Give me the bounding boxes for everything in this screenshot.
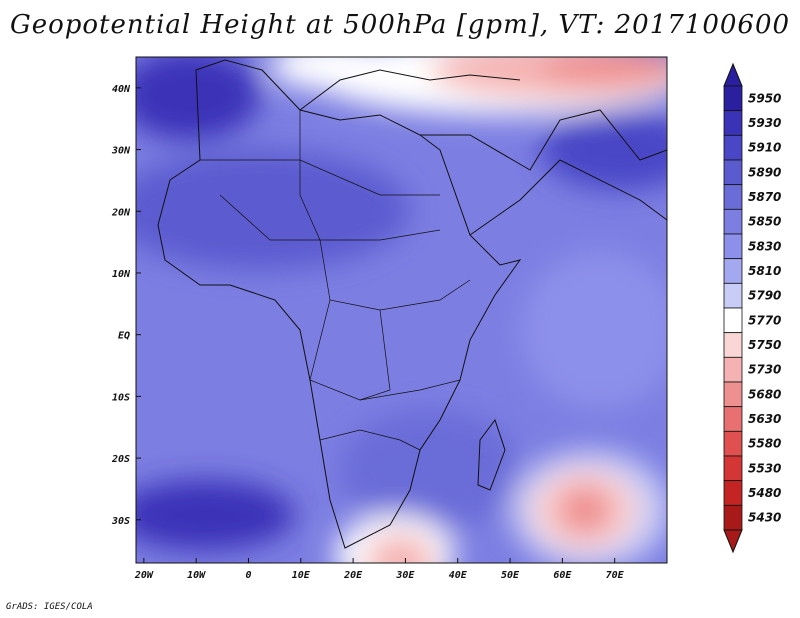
colorbar-swatch: [723, 184, 743, 210]
lon-tick-label: 10E: [292, 570, 311, 581]
borders: [200, 110, 471, 451]
colorbar-label: 5680: [748, 387, 781, 401]
colorbar-label: 5580: [748, 437, 781, 451]
lat-tick-label: 30S: [111, 516, 130, 527]
colorbar-swatch: [723, 480, 743, 506]
map-title: Geopotential Height at 500hPa [gpm], VT:…: [9, 10, 791, 40]
lat-tick-label: 20N: [111, 207, 131, 218]
height-field: [136, 57, 667, 563]
colorbar-swatch: [723, 455, 743, 482]
longitude-axis: 20W 10W 0 10E 20E 30E 40E 50E 60E 70E: [134, 558, 625, 581]
colorbar-bottom-arrow: [723, 529, 743, 554]
map-frame: [135, 56, 668, 564]
colorbar-swatch: [723, 85, 743, 112]
colorbar-top-arrow: [723, 62, 743, 87]
colorbar-swatch: [723, 134, 743, 161]
colorbar-label: 5730: [748, 363, 781, 377]
colorbar-label: 5480: [748, 486, 781, 500]
lon-tick-label: 70E: [606, 570, 625, 581]
lat-tick-label: 30N: [111, 146, 131, 157]
colorbar-label: 5790: [748, 289, 781, 303]
colorbar-label: 5870: [748, 190, 781, 204]
colorbar-swatch: [723, 406, 743, 432]
colorbar-swatch: [723, 110, 743, 136]
colorbar-label: 5770: [748, 313, 781, 327]
colorbar-label: 5910: [748, 141, 781, 155]
lat-tick-label: 40N: [112, 84, 131, 95]
colorbar-label: 5830: [748, 239, 781, 253]
colorbar-swatch: [723, 356, 743, 383]
lat-tick-label: 10S: [112, 392, 130, 403]
colorbar-swatch: [723, 282, 743, 309]
lon-tick-label: 50E: [501, 570, 520, 581]
colorbar-swatch: [723, 159, 743, 186]
colorbar-swatch: [723, 504, 743, 531]
lon-tick-label: 60E: [553, 570, 572, 581]
colorbar-swatch: [723, 332, 743, 358]
lon-tick-label: 0: [245, 570, 251, 581]
colorbar-swatch: [723, 381, 743, 408]
lat-tick-label: EQ: [118, 331, 130, 342]
colorbar: 5950 5930 5910 5890 5870 5850 5830 5810 5790 5770…: [723, 62, 781, 554]
colorbar-label: 5890: [748, 165, 781, 179]
colorbar-swatch: [723, 258, 743, 284]
lon-tick-label: 20E: [343, 570, 363, 581]
lon-tick-label: 30E: [395, 570, 415, 581]
lon-tick-label: 20W: [134, 570, 154, 581]
colorbar-swatch: [723, 233, 743, 260]
colorbar-label: 5950: [748, 91, 781, 105]
colorbar-label: 5430: [748, 511, 781, 525]
colorbar-label: 5810: [748, 264, 781, 278]
colorbar-label: 5930: [748, 116, 781, 130]
lon-tick-label: 40E: [449, 570, 468, 581]
grads-credit: GrADS: IGES/COLA: [6, 602, 93, 612]
colorbar-swatch: [723, 208, 743, 235]
lat-tick-label: 10N: [112, 269, 131, 280]
latitude-axis: 40N 30N 20N 10N EQ 10S 20S 30S: [111, 84, 141, 527]
colorbar-label: 5530: [748, 461, 781, 475]
colorbar-label: 5750: [748, 338, 781, 352]
lat-tick-label: 20S: [111, 454, 130, 465]
colorbar-label: 5630: [748, 412, 781, 426]
colorbar-label: 5850: [748, 215, 781, 229]
colorbar-swatch: [723, 307, 743, 334]
colorbar-swatch: [723, 430, 743, 457]
lon-tick-label: 10W: [187, 570, 206, 581]
